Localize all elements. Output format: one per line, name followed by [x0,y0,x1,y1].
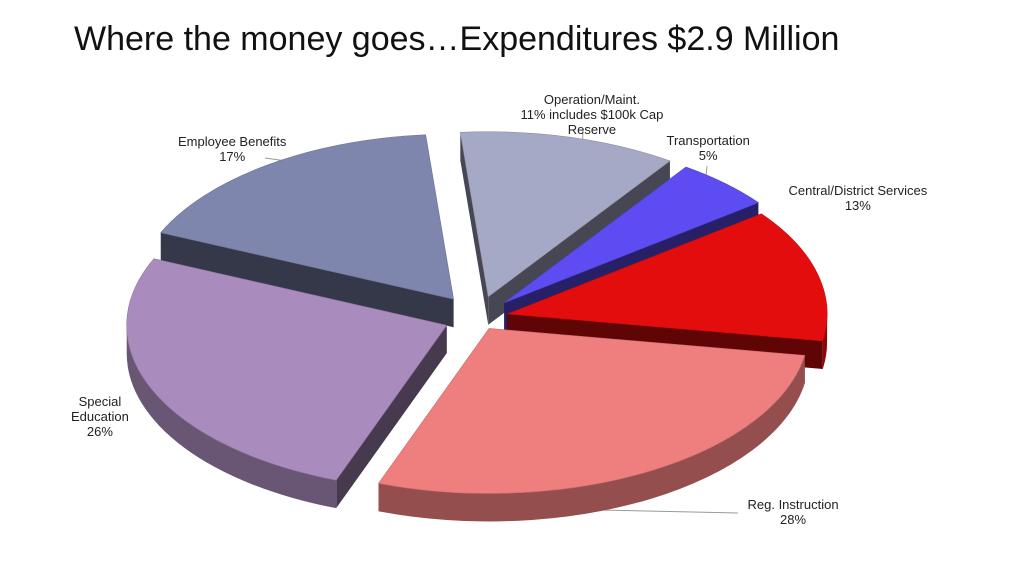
slice-label-line: 26% [86,424,113,439]
slice-label-line: Employee Benefits [178,134,287,149]
slice-label-employee-benefits: Employee Benefits 17% [178,134,286,164]
slice-label-line: 5% [698,148,718,163]
slice-label-reg-instruction: Reg. Instruction 28% [748,497,839,527]
slice-label-operation-maint: Operation/Maint. 11% includes $100k Cap Re… [521,92,664,137]
slice-label-line: Central/District Services [788,183,928,198]
slice-label-line: Operation/Maint. [543,92,640,107]
slice-label-line: Reserve [567,122,617,137]
pie-slice-reg-instruction [378,328,806,522]
slice-label-line: 17% [219,149,246,164]
slice-label-line: 11% includes $100k Cap [520,107,664,122]
slice-label-special-education: Special Education 26% [71,394,129,439]
slice-label-central-district-services: Central/District Services 13% [789,183,928,213]
leader-line [599,509,739,514]
slice-label-line: 13% [844,198,871,213]
slice-label-line: Education [71,409,129,424]
slice-label-line: Special [78,394,122,409]
pie-slice-special-education [126,258,448,509]
slice-label-line: Reg. Instruction [747,497,839,512]
page-title: Where the money goes…Expenditures $2.9 M… [74,20,840,58]
pie-slice-employee-benefits [160,134,454,328]
slice-label-line: Transportation [666,133,750,148]
slice-label-line: 28% [780,512,807,527]
slice-label-transportation: Transportation 5% [667,133,750,163]
